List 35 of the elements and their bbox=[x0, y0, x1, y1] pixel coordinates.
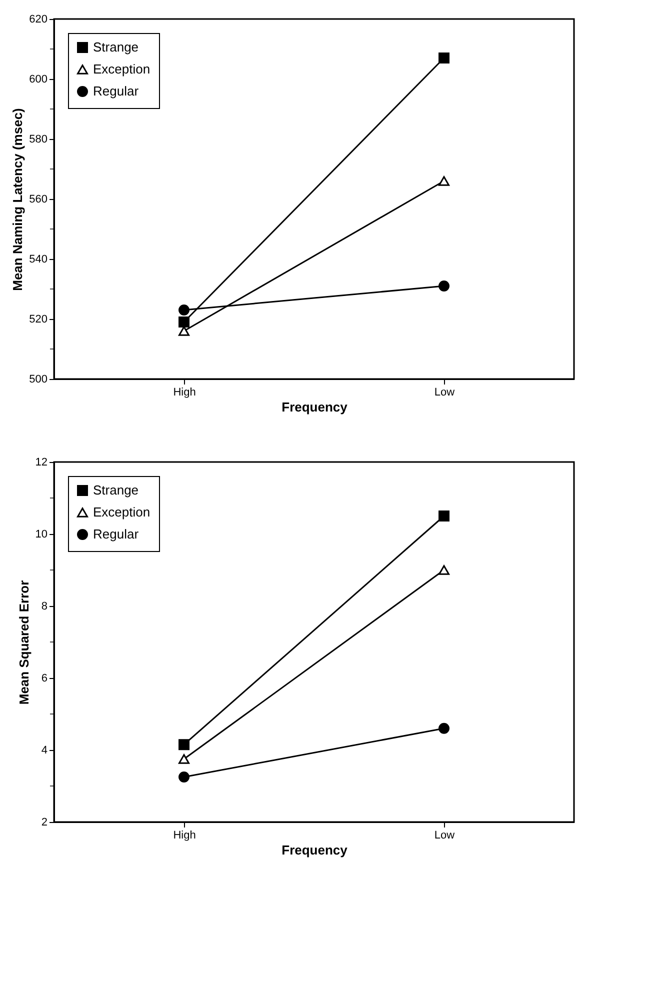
y-axis-title: Mean Naming Latency (msec) bbox=[10, 108, 26, 291]
x-tick-label: High bbox=[173, 386, 196, 398]
y-tick-label: 520 bbox=[29, 314, 48, 326]
y-tick-label: 4 bbox=[41, 744, 48, 756]
x-tick-label: High bbox=[173, 830, 196, 842]
legend-label: Regular bbox=[93, 526, 140, 542]
y-tick-label: 6 bbox=[41, 672, 48, 684]
y-tick-label: 620 bbox=[29, 14, 48, 26]
y-tick-label: 10 bbox=[35, 528, 48, 540]
point bbox=[178, 772, 190, 782]
point bbox=[178, 316, 190, 328]
point bbox=[438, 280, 450, 292]
y-tick-label: 560 bbox=[29, 194, 48, 206]
y-tick-label: 540 bbox=[29, 254, 48, 266]
x-axis-title: Frequency bbox=[282, 842, 348, 858]
y-tick-label: 580 bbox=[29, 134, 48, 146]
point bbox=[178, 739, 190, 750]
x-axis-title: Frequency bbox=[282, 400, 348, 414]
point bbox=[438, 52, 450, 64]
point bbox=[438, 510, 450, 522]
point bbox=[178, 304, 190, 316]
y-tick-label: 2 bbox=[41, 816, 48, 828]
x-tick-label: Low bbox=[434, 386, 455, 398]
legend-label: Strange bbox=[93, 40, 139, 54]
legend-label: Exception bbox=[93, 62, 150, 76]
legend-label: Regular bbox=[93, 84, 140, 98]
legend-label: Exception bbox=[93, 504, 150, 520]
point bbox=[438, 722, 450, 734]
legend-label: Strange bbox=[93, 482, 139, 498]
y-axis-title: Mean Squared Error bbox=[16, 580, 32, 705]
y-tick-label: 12 bbox=[35, 456, 48, 468]
y-tick-label: 600 bbox=[29, 74, 48, 86]
y-tick-label: 8 bbox=[41, 600, 48, 612]
y-tick-label: 500 bbox=[29, 374, 48, 386]
x-tick-label: Low bbox=[434, 830, 455, 842]
